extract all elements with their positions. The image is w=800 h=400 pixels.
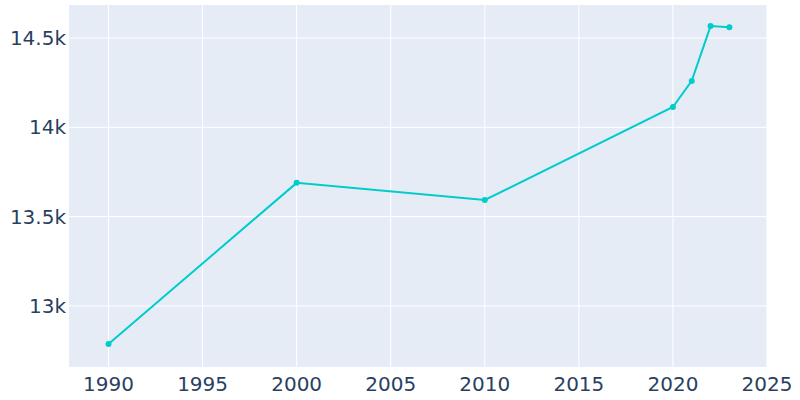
x-grid-line bbox=[390, 5, 391, 367]
point bbox=[689, 78, 695, 84]
x-tick-label: 2000 bbox=[271, 372, 322, 396]
y-grid-line bbox=[69, 216, 767, 217]
x-grid-line bbox=[672, 5, 673, 367]
x-tick-label: 1990 bbox=[83, 372, 134, 396]
y-grid-line bbox=[69, 38, 767, 39]
x-grid-line bbox=[578, 5, 579, 367]
x-tick-label: 1995 bbox=[177, 372, 228, 396]
plot-background bbox=[69, 5, 767, 367]
y-tick-label: 13.5k bbox=[10, 205, 67, 229]
x-grid-line bbox=[296, 5, 297, 367]
x-tick-label: 2010 bbox=[459, 372, 510, 396]
point bbox=[708, 23, 714, 29]
data-group bbox=[106, 23, 733, 347]
x-tick-label: 2025 bbox=[742, 372, 793, 396]
x-grid-line bbox=[202, 5, 203, 367]
y-tick-label: 14.5k bbox=[10, 26, 67, 50]
line bbox=[109, 26, 730, 344]
point bbox=[106, 341, 112, 347]
y-tick-label: 14k bbox=[29, 115, 66, 139]
chart-root: 1990 1995 2000 2005 2010 2015 2020 2025 13k 13.5k… bbox=[0, 0, 800, 400]
y-grid-line bbox=[69, 127, 767, 128]
x-tick-label: 2005 bbox=[365, 372, 416, 396]
x-grid-line bbox=[767, 5, 768, 367]
point bbox=[670, 104, 676, 110]
point bbox=[482, 197, 488, 203]
point bbox=[294, 180, 300, 186]
chart-svg: 1990 1995 2000 2005 2010 2015 2020 2025 13k 13.5k… bbox=[0, 0, 800, 400]
y-grid-line bbox=[69, 305, 767, 306]
x-tick-label: 2015 bbox=[553, 372, 604, 396]
y-tick-label: 13k bbox=[29, 294, 66, 318]
x-grid-line bbox=[484, 5, 485, 367]
x-grid-line bbox=[108, 5, 109, 367]
point bbox=[726, 24, 732, 30]
x-tick-label: 2020 bbox=[647, 372, 698, 396]
